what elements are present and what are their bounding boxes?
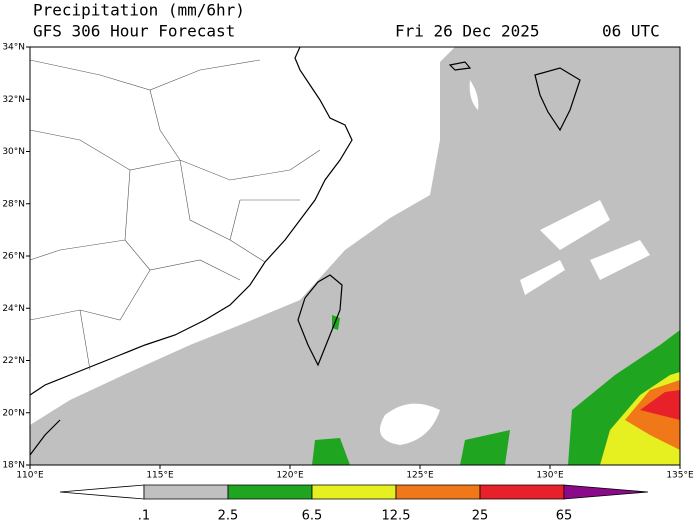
colorbar-label: 2.5	[218, 509, 239, 524]
title: Precipitation (mm/6hr)	[33, 1, 245, 20]
precip-light	[30, 47, 680, 465]
colorbar-label: 65	[556, 509, 573, 524]
lat-tick-label: 24°N	[2, 304, 25, 314]
lat-tick-label: 18°N	[2, 461, 25, 471]
lon-tick-label: 135°E	[666, 471, 694, 481]
china-coast	[29, 46, 353, 396]
lat-tick-label: 32°N	[2, 95, 25, 105]
taiwan	[297, 274, 343, 367]
colorbar-label: 12.5	[382, 509, 411, 524]
precip-gap	[380, 80, 650, 445]
map-area	[29, 46, 681, 466]
colorbar-label: 25	[472, 509, 489, 524]
lon-tick-label: 130°E	[536, 471, 564, 481]
colorbar-segment	[395, 484, 481, 500]
precip-extreme	[640, 390, 680, 420]
lat-tick-label: 34°N	[2, 43, 25, 53]
japan	[448, 61, 581, 132]
colorbar-label: .1	[138, 509, 150, 524]
coastline	[29, 46, 581, 456]
lat-tick-label: 20°N	[2, 408, 25, 418]
forecast-time: 06 UTC	[602, 22, 660, 41]
hainan	[29, 419, 61, 456]
lat-tick-label: 30°N	[2, 147, 25, 157]
lon-tick-label: 115°E	[146, 471, 174, 481]
forecast-date: Fri 26 Dec 2025	[395, 22, 540, 41]
colorbar-segment	[227, 484, 313, 500]
lat-tick-label: 26°N	[2, 252, 25, 262]
lon-tick-label: 120°E	[276, 471, 304, 481]
province-borders	[29, 59, 321, 371]
lat-tick-label: 22°N	[2, 356, 25, 366]
colorbar-segment	[143, 484, 229, 500]
colorbar-label: 6.5	[302, 509, 323, 524]
precip-moderate	[312, 315, 680, 465]
lon-tick-label: 125°E	[406, 471, 434, 481]
colorbar-segment	[479, 484, 565, 500]
colorbar-segment	[311, 484, 397, 500]
colorbar-segment	[59, 484, 145, 500]
colorbar-segment	[563, 484, 649, 500]
lat-tick-label: 28°N	[2, 199, 25, 209]
lon-tick-label: 110°E	[16, 471, 44, 481]
subtitle: GFS 306 Hour Forecast	[33, 22, 235, 41]
